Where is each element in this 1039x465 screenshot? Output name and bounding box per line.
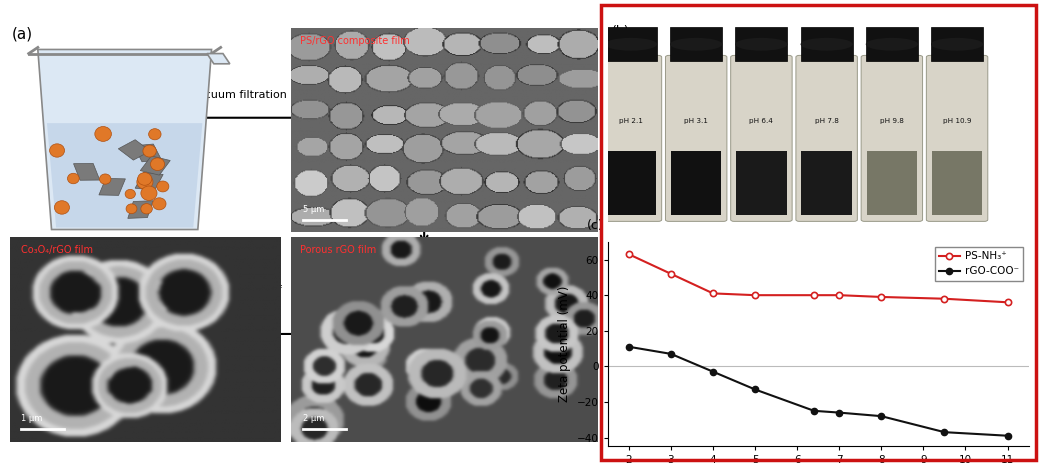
Text: PS/rGO composite film: PS/rGO composite film xyxy=(300,36,409,46)
Circle shape xyxy=(126,204,137,213)
Polygon shape xyxy=(47,123,203,227)
rGO-COO⁻ xyxy=(707,369,719,374)
Bar xyxy=(865,27,917,61)
Line: PS-NH₃⁺: PS-NH₃⁺ xyxy=(625,251,1011,306)
Ellipse shape xyxy=(736,38,788,51)
Text: pH 7.8: pH 7.8 xyxy=(815,118,838,124)
Bar xyxy=(801,151,852,215)
PS-NH₃⁺ xyxy=(749,292,762,298)
rGO-COO⁻ xyxy=(665,351,677,357)
FancyBboxPatch shape xyxy=(796,55,857,221)
Text: (a): (a) xyxy=(12,27,33,42)
Bar xyxy=(670,27,722,61)
Bar xyxy=(606,151,657,215)
Bar xyxy=(867,151,917,215)
Text: Porous rGO film: Porous rGO film xyxy=(300,246,376,255)
Text: 5 μm: 5 μm xyxy=(303,205,324,214)
Circle shape xyxy=(143,145,156,157)
Text: Deposition of: Deposition of xyxy=(208,285,282,295)
Ellipse shape xyxy=(670,38,722,51)
Bar xyxy=(932,151,982,215)
Ellipse shape xyxy=(605,38,657,51)
Legend: PS-NH₃⁺, rGO-COO⁻: PS-NH₃⁺, rGO-COO⁻ xyxy=(935,247,1023,280)
Text: (b): (b) xyxy=(612,25,630,38)
Line: rGO-COO⁻: rGO-COO⁻ xyxy=(625,344,1011,439)
Text: pH 3.1: pH 3.1 xyxy=(685,118,709,124)
PS-NH₃⁺ xyxy=(875,294,887,300)
PS-NH₃⁺ xyxy=(622,252,635,257)
Polygon shape xyxy=(37,49,212,230)
PS-NH₃⁺ xyxy=(833,292,846,298)
Polygon shape xyxy=(134,144,161,162)
Text: Co₃O₄ NPs: Co₃O₄ NPs xyxy=(217,326,273,335)
Circle shape xyxy=(141,186,157,200)
Text: pH 9.8: pH 9.8 xyxy=(880,118,904,124)
Circle shape xyxy=(125,189,135,199)
Circle shape xyxy=(68,173,79,184)
Circle shape xyxy=(100,174,111,184)
Text: pH 10.9: pH 10.9 xyxy=(942,118,971,124)
FancyBboxPatch shape xyxy=(861,55,923,221)
Polygon shape xyxy=(140,156,170,175)
Polygon shape xyxy=(74,164,100,180)
rGO-COO⁻ xyxy=(938,429,951,435)
Text: Removal of PS: Removal of PS xyxy=(454,221,534,231)
PS-NH₃⁺ xyxy=(665,271,677,277)
Ellipse shape xyxy=(800,38,853,51)
Circle shape xyxy=(157,181,169,192)
Bar xyxy=(800,27,853,61)
PS-NH₃⁺ xyxy=(938,296,951,301)
Circle shape xyxy=(153,198,166,210)
FancyBboxPatch shape xyxy=(601,55,662,221)
Polygon shape xyxy=(128,201,153,219)
Text: Mixture of rGO and PS: Mixture of rGO and PS xyxy=(56,243,171,253)
Text: Co₃O₄/rGO film: Co₃O₄/rGO film xyxy=(21,246,94,255)
rGO-COO⁻ xyxy=(1002,433,1014,438)
rGO-COO⁻ xyxy=(622,344,635,350)
Circle shape xyxy=(50,144,64,157)
rGO-COO⁻ xyxy=(749,387,762,392)
Ellipse shape xyxy=(865,38,917,51)
Bar xyxy=(736,27,788,61)
Bar xyxy=(931,27,983,61)
Text: pH 6.4: pH 6.4 xyxy=(749,118,773,124)
Ellipse shape xyxy=(931,38,983,51)
rGO-COO⁻ xyxy=(875,413,887,419)
Text: Vacuum filtration: Vacuum filtration xyxy=(191,90,287,100)
Text: 1 μm: 1 μm xyxy=(21,414,43,423)
FancyBboxPatch shape xyxy=(665,55,727,221)
Bar xyxy=(671,151,721,215)
rGO-COO⁻ xyxy=(807,408,820,413)
Polygon shape xyxy=(135,173,163,190)
Text: 2 μm: 2 μm xyxy=(303,414,324,423)
Circle shape xyxy=(149,129,161,140)
Polygon shape xyxy=(207,53,230,64)
Circle shape xyxy=(95,126,111,141)
FancyBboxPatch shape xyxy=(730,55,792,221)
Circle shape xyxy=(141,204,153,214)
Y-axis label: Zeta potential (mV): Zeta potential (mV) xyxy=(558,286,571,402)
rGO-COO⁻ xyxy=(833,410,846,415)
Text: (c): (c) xyxy=(587,219,604,232)
Circle shape xyxy=(151,158,164,171)
Bar xyxy=(737,151,787,215)
PS-NH₃⁺ xyxy=(807,292,820,298)
PS-NH₃⁺ xyxy=(707,291,719,296)
Bar xyxy=(605,27,657,61)
Text: pH 2.1: pH 2.1 xyxy=(619,118,643,124)
FancyBboxPatch shape xyxy=(927,55,988,221)
Circle shape xyxy=(137,173,152,185)
Circle shape xyxy=(54,201,70,214)
Circle shape xyxy=(137,175,153,189)
Polygon shape xyxy=(99,179,126,195)
PS-NH₃⁺ xyxy=(1002,299,1014,305)
Polygon shape xyxy=(118,140,151,160)
